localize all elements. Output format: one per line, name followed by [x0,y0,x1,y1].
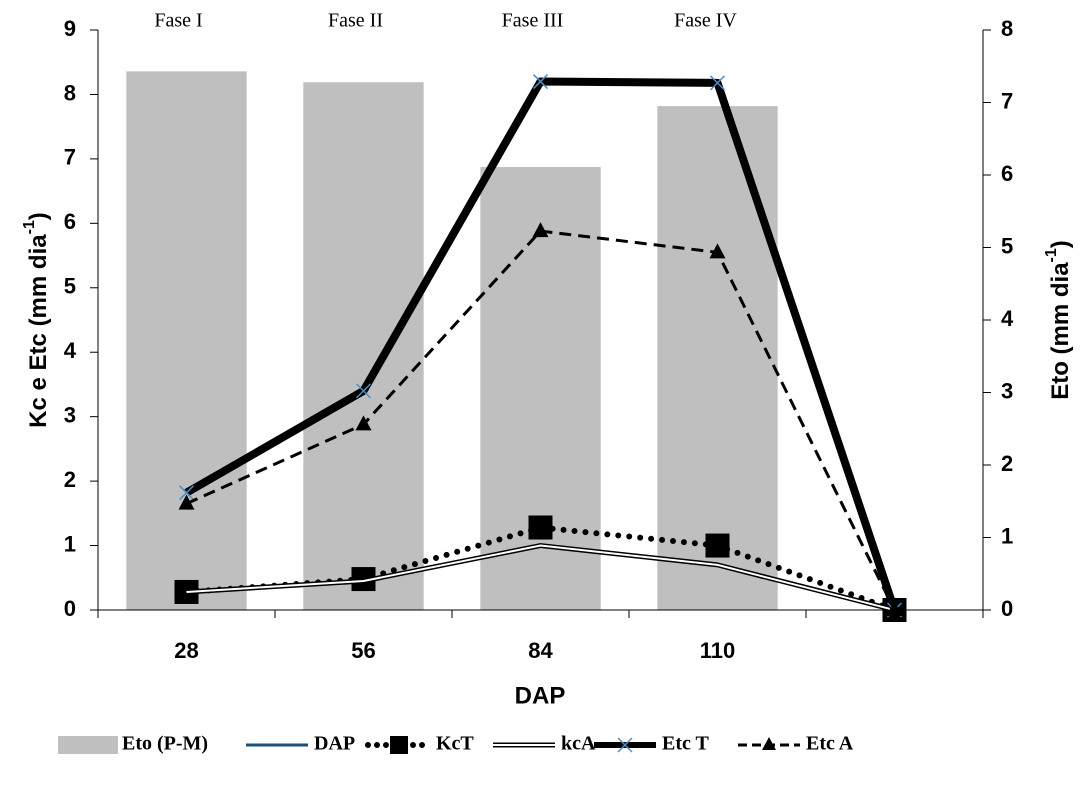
legend-item: Etc A [738,733,854,755]
marker [355,383,372,399]
legend-item: DAP [246,733,355,755]
legend-label: Eto (P-M) [122,733,208,755]
y-axis-label-part: ) [25,212,52,220]
annotation: Fase II [328,10,383,32]
marker [355,415,372,431]
y2-tick-label: 1 [1001,523,1013,548]
y-tick-label: 9 [64,16,76,41]
marker [178,485,195,501]
marker [532,222,549,238]
marker [886,601,903,616]
marker [705,533,730,558]
marker [528,515,553,540]
marker [532,74,549,90]
y-tick-label: 2 [64,467,76,492]
legend-label: DAP [314,733,355,755]
series-line-inner [186,544,895,611]
legend-item: Eto (P-M) [58,733,208,755]
y-axis-label-sup: -1 [21,220,38,234]
legend-item: Etc T [594,733,710,755]
legend-marker [617,737,633,753]
y2-tick-label: 3 [1001,378,1013,403]
legend-label: kcA [561,733,596,755]
x-axis-label: DAP [515,682,566,709]
x-tick-label: 110 [700,638,736,663]
bar [126,71,247,610]
y-axis-label-part: Kc e Etc (mm dia [25,234,52,428]
y2-tick-label: 0 [1001,596,1013,621]
legend-label: Etc T [662,733,710,755]
marker [178,494,195,510]
y2-tick-label: 7 [1001,88,1013,113]
x-tick-label: 28 [174,638,198,663]
y2-tick-label: 6 [1001,161,1013,186]
legend-item: kcA [493,733,596,755]
annotation: Fase IV [674,10,737,32]
legend-item: KcT [365,733,474,755]
legend-label: Etc A [806,733,854,755]
annotation: Fase I [154,10,202,32]
y-tick-label: 5 [64,274,76,299]
legend-marker [762,737,776,750]
y-tick-label: 1 [64,531,76,556]
y2-axis-label-part: Eto (mm dia [1047,262,1074,400]
y-axis-label: Kc e Etc (mm dia-1) [21,212,52,428]
annotation: Fase III [502,10,564,32]
y-tick-label: 3 [64,402,76,427]
legend-marker [390,736,408,754]
marker [709,243,726,259]
y2-axis-label-part: ) [1047,240,1074,248]
y2-axis-label: Eto (mm dia-1) [1043,240,1074,400]
y2-tick-label: 4 [1001,306,1014,331]
legend-swatch [58,736,118,754]
x-tick-label: 56 [351,638,375,663]
y2-axis-label-sup: -1 [1043,248,1060,262]
y2-tick-label: 8 [1001,16,1013,41]
x-tick-label: 84 [528,638,553,663]
y2-tick-label: 2 [1001,451,1013,476]
y-tick-label: 4 [64,338,77,363]
y-tick-label: 7 [64,145,76,170]
y2-tick-label: 5 [1001,233,1013,258]
legend-label: KcT [436,733,474,755]
y-tick-label: 0 [64,596,76,621]
y-tick-label: 6 [64,209,76,234]
y-tick-label: 8 [64,80,76,105]
marker [709,75,726,91]
bar [303,82,424,610]
